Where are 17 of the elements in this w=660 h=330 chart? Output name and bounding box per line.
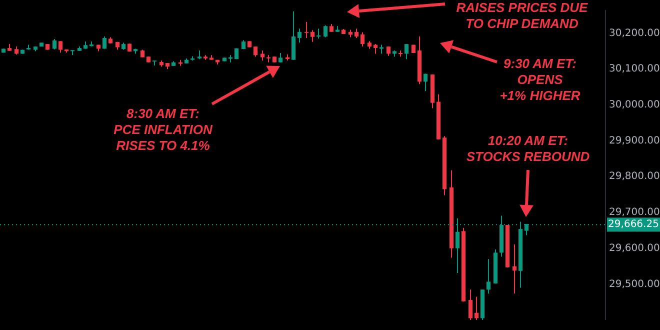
- candlestick: [316, 28, 320, 39]
- annotation: 10:20 AM ET: STOCKS REBOUND: [466, 133, 590, 165]
- y-tick-label: 29,800.00: [609, 171, 660, 182]
- ref-line-label: 29,666.25: [608, 219, 659, 230]
- y-tick-label: 30,000.00: [609, 100, 660, 111]
- candlestick: [304, 22, 308, 38]
- candlestick: [512, 244, 516, 294]
- annotation: 9:30 AM ET: OPENS +1% HIGHER: [500, 56, 580, 104]
- y-tick-label: 29,700.00: [609, 207, 660, 218]
- annotation: 8:30 AM ET: PCE INFLATION RISES TO 4.1%: [114, 106, 212, 154]
- candlestick: [266, 55, 270, 62]
- y-tick-label: 30,200.00: [609, 28, 660, 39]
- y-tick-label: 29,900.00: [609, 135, 660, 146]
- y-tick-label: 29,500.00: [609, 278, 660, 290]
- annotation: RAISES PRICES DUE TO CHIP DEMAND: [456, 0, 588, 32]
- y-tick-label: 29,600.00: [609, 242, 660, 254]
- y-tick-label: 30,100.00: [609, 64, 660, 75]
